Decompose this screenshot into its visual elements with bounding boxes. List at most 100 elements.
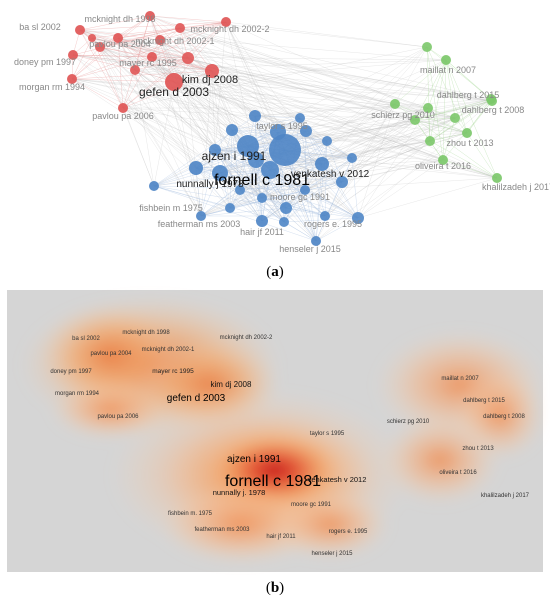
- network-edge: [149, 15, 202, 217]
- label-dahlberg-t-2015: dahlberg t 2015: [437, 90, 500, 100]
- network-edge: [179, 21, 227, 29]
- network-edge: [72, 54, 153, 58]
- network-edge: [153, 163, 323, 187]
- network-edge: [211, 70, 233, 131]
- network-edge: [71, 37, 93, 80]
- label-ba-sl-2002: ba sl 2002: [19, 22, 61, 32]
- network-edge: [117, 37, 136, 71]
- network-edge: [321, 163, 359, 219]
- network-edge: [71, 78, 307, 132]
- node-nunnally-j-1978: [189, 161, 203, 175]
- network-edge: [179, 27, 456, 119]
- network-node: [450, 113, 460, 123]
- network-edge: [91, 37, 231, 209]
- network-edge: [261, 107, 429, 222]
- network-edge: [261, 159, 444, 199]
- network-edge: [211, 70, 216, 151]
- network-edge: [91, 37, 263, 222]
- network-edge: [200, 189, 306, 217]
- network-edge: [71, 37, 119, 80]
- network-edge: [159, 39, 241, 191]
- network-edge: [151, 56, 429, 109]
- network-edge: [149, 15, 189, 59]
- network-node: [336, 176, 348, 188]
- network-edge: [117, 21, 227, 39]
- density-label-ba-sl-2002: ba sl 2002: [72, 336, 100, 342]
- network-edge: [315, 157, 353, 242]
- network-edge: [304, 189, 359, 219]
- network-edge: [341, 119, 416, 183]
- network-edge: [315, 140, 431, 242]
- density-label-doney-pm-1997: doney pm 1997: [50, 369, 92, 375]
- density-label-pavlou-pa-2004: pavlou pa 2004: [90, 351, 132, 357]
- density-label-mcknight-dh-1998: mcknight dh 1998: [122, 330, 170, 336]
- node-henseler-j-2015: [311, 236, 321, 246]
- network-edge: [122, 107, 231, 209]
- network-edge: [200, 207, 287, 217]
- network-edge: [122, 39, 161, 109]
- network-edge: [211, 70, 306, 191]
- network-edge: [153, 185, 231, 209]
- network-edge: [117, 37, 493, 102]
- network-edge: [99, 46, 287, 209]
- network-node: [182, 52, 194, 64]
- network-edge: [357, 107, 429, 219]
- network-edge: [134, 59, 447, 71]
- network-node: [422, 42, 432, 52]
- network-edge: [122, 107, 216, 151]
- network-edge: [159, 39, 359, 219]
- network-edge: [254, 115, 263, 222]
- network-edge: [179, 27, 429, 109]
- network-edge: [72, 54, 213, 72]
- network-edge: [79, 15, 151, 31]
- network-node: [235, 185, 245, 195]
- network-edge: [151, 56, 359, 219]
- network-edge: [254, 115, 317, 242]
- network-edge: [239, 100, 493, 191]
- network-edge: [117, 37, 189, 59]
- label-oliveira-t-2016: oliveira t 2016: [415, 161, 471, 171]
- network-edge: [149, 15, 227, 23]
- network-edge: [122, 15, 151, 109]
- node-schierz-pg-2010: [390, 99, 400, 109]
- network-edge: [414, 98, 492, 121]
- network-edge: [304, 100, 493, 191]
- network-edge: [315, 163, 323, 242]
- network-edge: [195, 131, 279, 169]
- network-edge: [117, 37, 359, 219]
- network-edge: [214, 149, 263, 199]
- network-edge: [454, 98, 492, 119]
- network-edge: [429, 100, 493, 142]
- network-edge: [200, 107, 429, 217]
- network-edge: [149, 15, 429, 109]
- network-edge: [326, 140, 353, 159]
- label-doney-pm-1997: doney pm 1997: [14, 57, 76, 67]
- network-edge: [225, 21, 323, 165]
- network-edge: [442, 117, 456, 161]
- network-edge: [200, 207, 231, 217]
- network-edge: [151, 56, 233, 131]
- network-edge: [315, 140, 328, 242]
- network-node: [95, 42, 105, 52]
- network-edge: [187, 57, 416, 121]
- network-edge: [71, 78, 416, 121]
- network-edge: [72, 54, 429, 109]
- network-edge: [195, 167, 263, 222]
- network-edge: [99, 46, 301, 119]
- network-node: [352, 212, 364, 224]
- network-edge: [324, 98, 492, 217]
- network-nodes: [67, 11, 502, 246]
- network-edge: [79, 29, 317, 242]
- density-label-zhou-t-2013: zhou t 2013: [462, 446, 494, 452]
- network-edge: [211, 70, 263, 199]
- network-edge: [99, 27, 181, 48]
- network-edge: [134, 57, 189, 71]
- node-rogers-e-1995: [320, 211, 330, 221]
- network-edge: [214, 149, 323, 165]
- network-edge: [231, 117, 301, 131]
- node-maillat-n-2007: [441, 55, 451, 65]
- network-edge: [445, 59, 492, 100]
- network-edge: [214, 149, 359, 219]
- network-edge: [99, 46, 328, 142]
- network-edge: [305, 130, 498, 179]
